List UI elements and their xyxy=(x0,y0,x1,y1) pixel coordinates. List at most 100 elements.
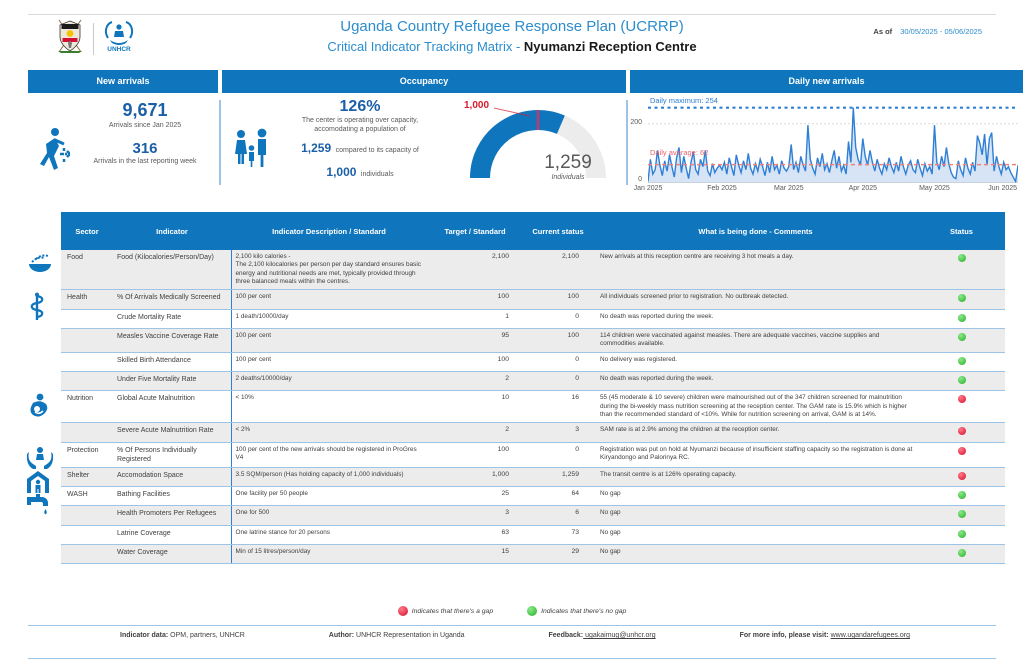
gauge-chart xyxy=(470,107,606,179)
x-tick-label: May 2025 xyxy=(919,185,950,192)
indicator-cell: % Of Arrivals Medically Screened xyxy=(113,289,231,310)
target-cell: 15 xyxy=(427,544,523,565)
gauge-units: Individuals xyxy=(551,174,585,181)
column-header: Current status xyxy=(523,212,593,250)
status-cell xyxy=(918,352,1005,372)
green-status-dot-icon xyxy=(957,313,966,322)
target-cell: 100 xyxy=(427,442,523,468)
sector-cell xyxy=(61,309,113,329)
status-cell xyxy=(918,289,1005,310)
green-status-dot-icon xyxy=(957,529,966,538)
author-label: Author: xyxy=(328,632,355,639)
current-status-cell: 2,100 xyxy=(523,250,593,291)
target-cell: 25 xyxy=(427,486,523,507)
y-tick-0: 0 xyxy=(638,176,642,183)
subtitle-prefix: Critical Indicator Tracking Matrix - xyxy=(327,39,524,54)
indicator-cell: Food (Kilocalories/Person/Day) xyxy=(113,250,231,291)
table-row: Shelter Accomodation Space 3.5 SQM/person … xyxy=(61,467,1005,488)
table-row: Measles Vaccine Coverage Rate 100 per cen… xyxy=(61,328,1005,353)
occupancy-gauge: 1,000 1,259 Individuals xyxy=(456,94,620,194)
gauge-capacity-label: 1,000 xyxy=(464,100,490,111)
status-cell xyxy=(918,309,1005,329)
sector-cell: Health xyxy=(61,289,113,310)
comment-cell: No gap xyxy=(593,486,918,507)
current-status-cell: 100 xyxy=(523,289,593,310)
red-status-dot-icon xyxy=(957,427,966,436)
legend-no-gap: Indicates that there's no gap xyxy=(527,606,626,616)
feedback-label: Feedback: xyxy=(548,632,584,639)
x-tick-label: Apr 2025 xyxy=(848,185,878,192)
comment-cell: No death was reported during the week. xyxy=(593,371,918,392)
comment-cell: No delivery was registered. xyxy=(593,352,918,372)
occupancy-capacity-line: 1,000 individuals xyxy=(262,163,458,181)
logo-divider xyxy=(93,22,94,55)
footer: Indicator data: OPM, partners, UNHCR Aut… xyxy=(120,632,910,639)
description-cell: < 2% xyxy=(230,422,427,443)
section-title-occupancy: Occupancy xyxy=(222,70,626,93)
target-cell: 1,000 xyxy=(427,467,523,488)
report-period: As of 30/05/2025 - 05/06/2025 xyxy=(873,27,982,36)
sector-cell: Shelter xyxy=(61,467,113,488)
indicator-cell: % Of Persons Individually Registered xyxy=(113,442,231,468)
unhcr-logo: UNHCR xyxy=(102,18,136,59)
status-cell xyxy=(918,525,1005,546)
more-info-link[interactable]: www.ugandarefugees.org xyxy=(830,632,910,639)
page-title: Uganda Country Refugee Response Plan (UC… xyxy=(340,18,684,35)
uganda-coat-of-arms-logo xyxy=(55,18,85,59)
table-row: Health% Of Arrivals Medically Screened 10… xyxy=(61,289,1005,310)
comment-cell: No gap xyxy=(593,525,918,546)
legend-no-gap-text: Indicates that there's no gap xyxy=(541,607,627,615)
shelter-icon xyxy=(26,469,54,497)
indicator-cell: Under Five Mortality Rate xyxy=(113,371,231,392)
comment-cell: The transit centre is at 126% operating … xyxy=(593,467,918,488)
indicator-cell: Latrine Coverage xyxy=(113,525,231,546)
bottom-divider xyxy=(28,658,996,659)
indicator-cell: Accomodation Space xyxy=(113,467,231,488)
indicator-cell: Water Coverage xyxy=(113,544,231,565)
target-cell: 3 xyxy=(427,505,523,526)
description-cell: 100 per cent xyxy=(230,289,427,310)
current-status-cell: 64 xyxy=(523,486,593,507)
occupancy-percent: 126% xyxy=(339,98,381,115)
table-row: Latrine Coverage One latrine stance for 2… xyxy=(61,525,1005,546)
occupancy-line2: accomodating a population of xyxy=(314,126,406,134)
panel-divider xyxy=(219,100,221,185)
footer-divider xyxy=(28,625,996,626)
logo-group: UNHCR xyxy=(55,18,136,59)
table-row: Nutrition Global Acute Malnutrition < 10% 1… xyxy=(61,390,1005,424)
sector-cell xyxy=(61,525,113,546)
green-status-dot-icon xyxy=(957,332,966,341)
table-row: Skilled Birth Attendance 100 per cent 100 0… xyxy=(61,352,1005,372)
comment-cell: New arrivals at this reception centre ar… xyxy=(593,250,918,291)
section-title-new-arrivals: New arrivals xyxy=(28,70,218,93)
status-cell xyxy=(918,467,1005,488)
comment-cell: No gap xyxy=(593,505,918,526)
target-cell: 2 xyxy=(427,371,523,392)
x-tick-label: Jun 2025 xyxy=(988,185,1018,192)
red-dot-icon xyxy=(397,606,408,616)
indicator-matrix: Sector Indicator Indicator Description / S… xyxy=(61,212,1005,565)
description-cell: 3.5 SQM/person (Has holding capacity of … xyxy=(230,467,427,488)
indicator-cell: Global Acute Malnutrition xyxy=(113,390,231,424)
legend-gap-text: Indicates that there's a gap xyxy=(411,607,494,615)
subtitle-centre-name: Nyumanzi Reception Centre xyxy=(523,39,697,54)
target-cell: 10 xyxy=(427,390,523,424)
feedback-email-link[interactable]: ugakaimug@unhcr.org xyxy=(583,632,656,639)
green-status-dot-icon xyxy=(957,375,966,384)
target-cell: 1 xyxy=(427,309,523,329)
table-row: Water Coverage Min of 15 litres/person/da… xyxy=(61,544,1005,565)
column-header: Indicator xyxy=(113,212,231,250)
current-status-cell: 1,259 xyxy=(523,467,593,488)
more-info-label: For more info, please visit: xyxy=(739,632,831,639)
current-status-cell: 6 xyxy=(523,505,593,526)
status-cell xyxy=(918,328,1005,353)
description-cell: 100 per cent of the new arrivals should … xyxy=(230,442,427,468)
current-status-cell: 0 xyxy=(523,442,593,468)
description-cell: 100 per cent xyxy=(230,352,427,372)
indicator-cell: Bathing Facilities xyxy=(113,486,231,507)
wash-icon xyxy=(26,489,54,517)
indicator-data-label: Indicator data: xyxy=(120,632,169,639)
description-cell: Min of 15 litres/person/day xyxy=(230,544,427,565)
population-caption: compared to its capacity of xyxy=(335,147,419,155)
sector-cell xyxy=(61,505,113,526)
